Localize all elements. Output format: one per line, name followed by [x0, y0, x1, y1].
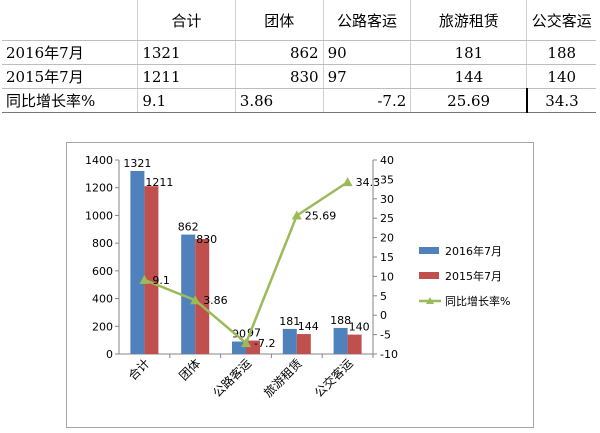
table-row: 2016年7月 1321 862 90 181 188 [2, 40, 596, 65]
x-tick-label: 公路客运 [210, 356, 255, 401]
bar-data-label: 1321 [123, 157, 151, 170]
y-left-tick-label: 200 [92, 320, 113, 333]
chart-container: 0 200 400 600 800 1000 1200 1400 -10 -5 0 5 10 15 20 25… [66, 142, 534, 428]
x-tick-label: 合计 [125, 356, 153, 384]
table-cell: 1321 [137, 40, 236, 65]
x-tick-label: 团体 [176, 356, 203, 383]
bar-series-2 [347, 334, 362, 354]
table-cell: -7.2 [322, 88, 411, 113]
y-left-tick-label: 400 [92, 293, 113, 306]
table-header-cell: 合计 [137, 0, 236, 41]
row-label: 2016年7月 [2, 40, 138, 65]
line-data-label: 9.1 [152, 274, 170, 287]
legend-marker [426, 297, 434, 304]
table-cell: 34.3 [525, 88, 596, 113]
legend-label: 2015年7月 [445, 269, 502, 283]
data-table: 合计 团体 公路客运 旅游租赁 公交客运 2016年7月 1321 862 90… [2, 0, 596, 113]
line-marker [342, 177, 353, 187]
bar-series-1 [181, 234, 196, 354]
y-right-tick-label: 20 [380, 232, 394, 245]
table-cell: 862 [234, 40, 324, 65]
bar-data-label: 181 [279, 315, 300, 328]
bar-series-2 [195, 238, 210, 354]
x-tick-label: 公交客运 [311, 356, 356, 401]
row-label: 2015年7月 [2, 64, 138, 89]
y-left-tick-label: 600 [92, 265, 113, 278]
bar-series-1 [282, 328, 297, 354]
y-right-tick-label: 15 [380, 251, 394, 264]
y-left-tick-label: 1400 [85, 154, 113, 167]
table-cell: 25.69 [410, 88, 527, 113]
bar-data-label: 144 [298, 320, 319, 333]
y-right-tick-label: 0 [380, 309, 387, 322]
line-marker [190, 295, 201, 305]
table-cell: 188 [526, 40, 596, 65]
y-right-tick-label: 10 [380, 270, 394, 283]
bar-series-2 [296, 334, 311, 354]
y-right-tick-label: -10 [380, 348, 398, 361]
table-cell: 830 [234, 64, 324, 89]
line-data-label: 25.69 [305, 210, 337, 223]
table-cell: 181 [410, 40, 527, 65]
line-marker [291, 210, 302, 220]
y-left-tick-label: 800 [92, 237, 113, 250]
table-header-cell: 团体 [234, 0, 324, 41]
table-cell: 97 [322, 64, 411, 89]
table-row: 2015年7月 1211 830 97 144 140 [2, 64, 596, 89]
table-cell: 3.86 [234, 88, 324, 113]
line-data-label: 34.3 [356, 176, 381, 189]
line-marker [241, 338, 251, 348]
table-cell: 140 [526, 64, 596, 89]
table-header-cell: 旅游租赁 [410, 0, 527, 41]
bar-data-label: 830 [196, 233, 217, 246]
x-tick-label: 旅游租赁 [261, 356, 305, 400]
line-data-label: 3.86 [203, 294, 228, 307]
table-cell: 144 [410, 64, 527, 89]
line-marker [139, 274, 150, 284]
legend-label: 2016年7月 [445, 244, 502, 258]
bar-data-label: 1211 [145, 176, 173, 189]
legend-swatch [419, 247, 439, 254]
legend-label: 同比增长率% [445, 294, 510, 308]
table-cell: 1211 [137, 64, 236, 89]
line-data-label: -7.2 [254, 337, 275, 350]
y-left-tick-label: 1200 [85, 182, 113, 195]
y-left-tick-label: 1000 [85, 209, 113, 222]
y-left-tick-label: 0 [106, 348, 113, 361]
bar-series-2 [144, 186, 159, 354]
y-right-tick-label: 30 [380, 193, 394, 206]
y-right-tick-label: 40 [380, 154, 394, 167]
combo-chart: 0 200 400 600 800 1000 1200 1400 -10 -5 0 5 10 15 20 25… [85, 154, 510, 401]
bar-data-label: 862 [178, 221, 199, 234]
y-right-tick-label: 5 [380, 290, 387, 303]
bar-series-2 [246, 340, 260, 354]
y-right-tick-label: 35 [380, 173, 394, 186]
row-label: 同比增长率% [2, 88, 138, 113]
bar-series-1 [130, 170, 145, 354]
y-right-tick-label: 25 [380, 212, 394, 225]
y-right-tick-label: -5 [380, 329, 391, 342]
bar-data-label: 188 [330, 314, 351, 327]
bar-data-label: 140 [349, 321, 370, 334]
line-series [143, 181, 349, 346]
bar-series-1 [333, 327, 348, 354]
legend-swatch [419, 272, 439, 279]
table-header-cell: 公交客运 [526, 0, 596, 41]
table-header-row: 合计 团体 公路客运 旅游租赁 公交客运 [2, 0, 596, 41]
table-cell: 90 [322, 40, 411, 65]
table-cell: 9.1 [137, 88, 236, 113]
table-header-cell: 公路客运 [322, 0, 411, 41]
table-corner [2, 0, 138, 41]
bar-data-label: 90 [232, 328, 246, 341]
table-row: 同比增长率% 9.1 3.86 -7.2 25.69 34.3 [2, 88, 596, 113]
